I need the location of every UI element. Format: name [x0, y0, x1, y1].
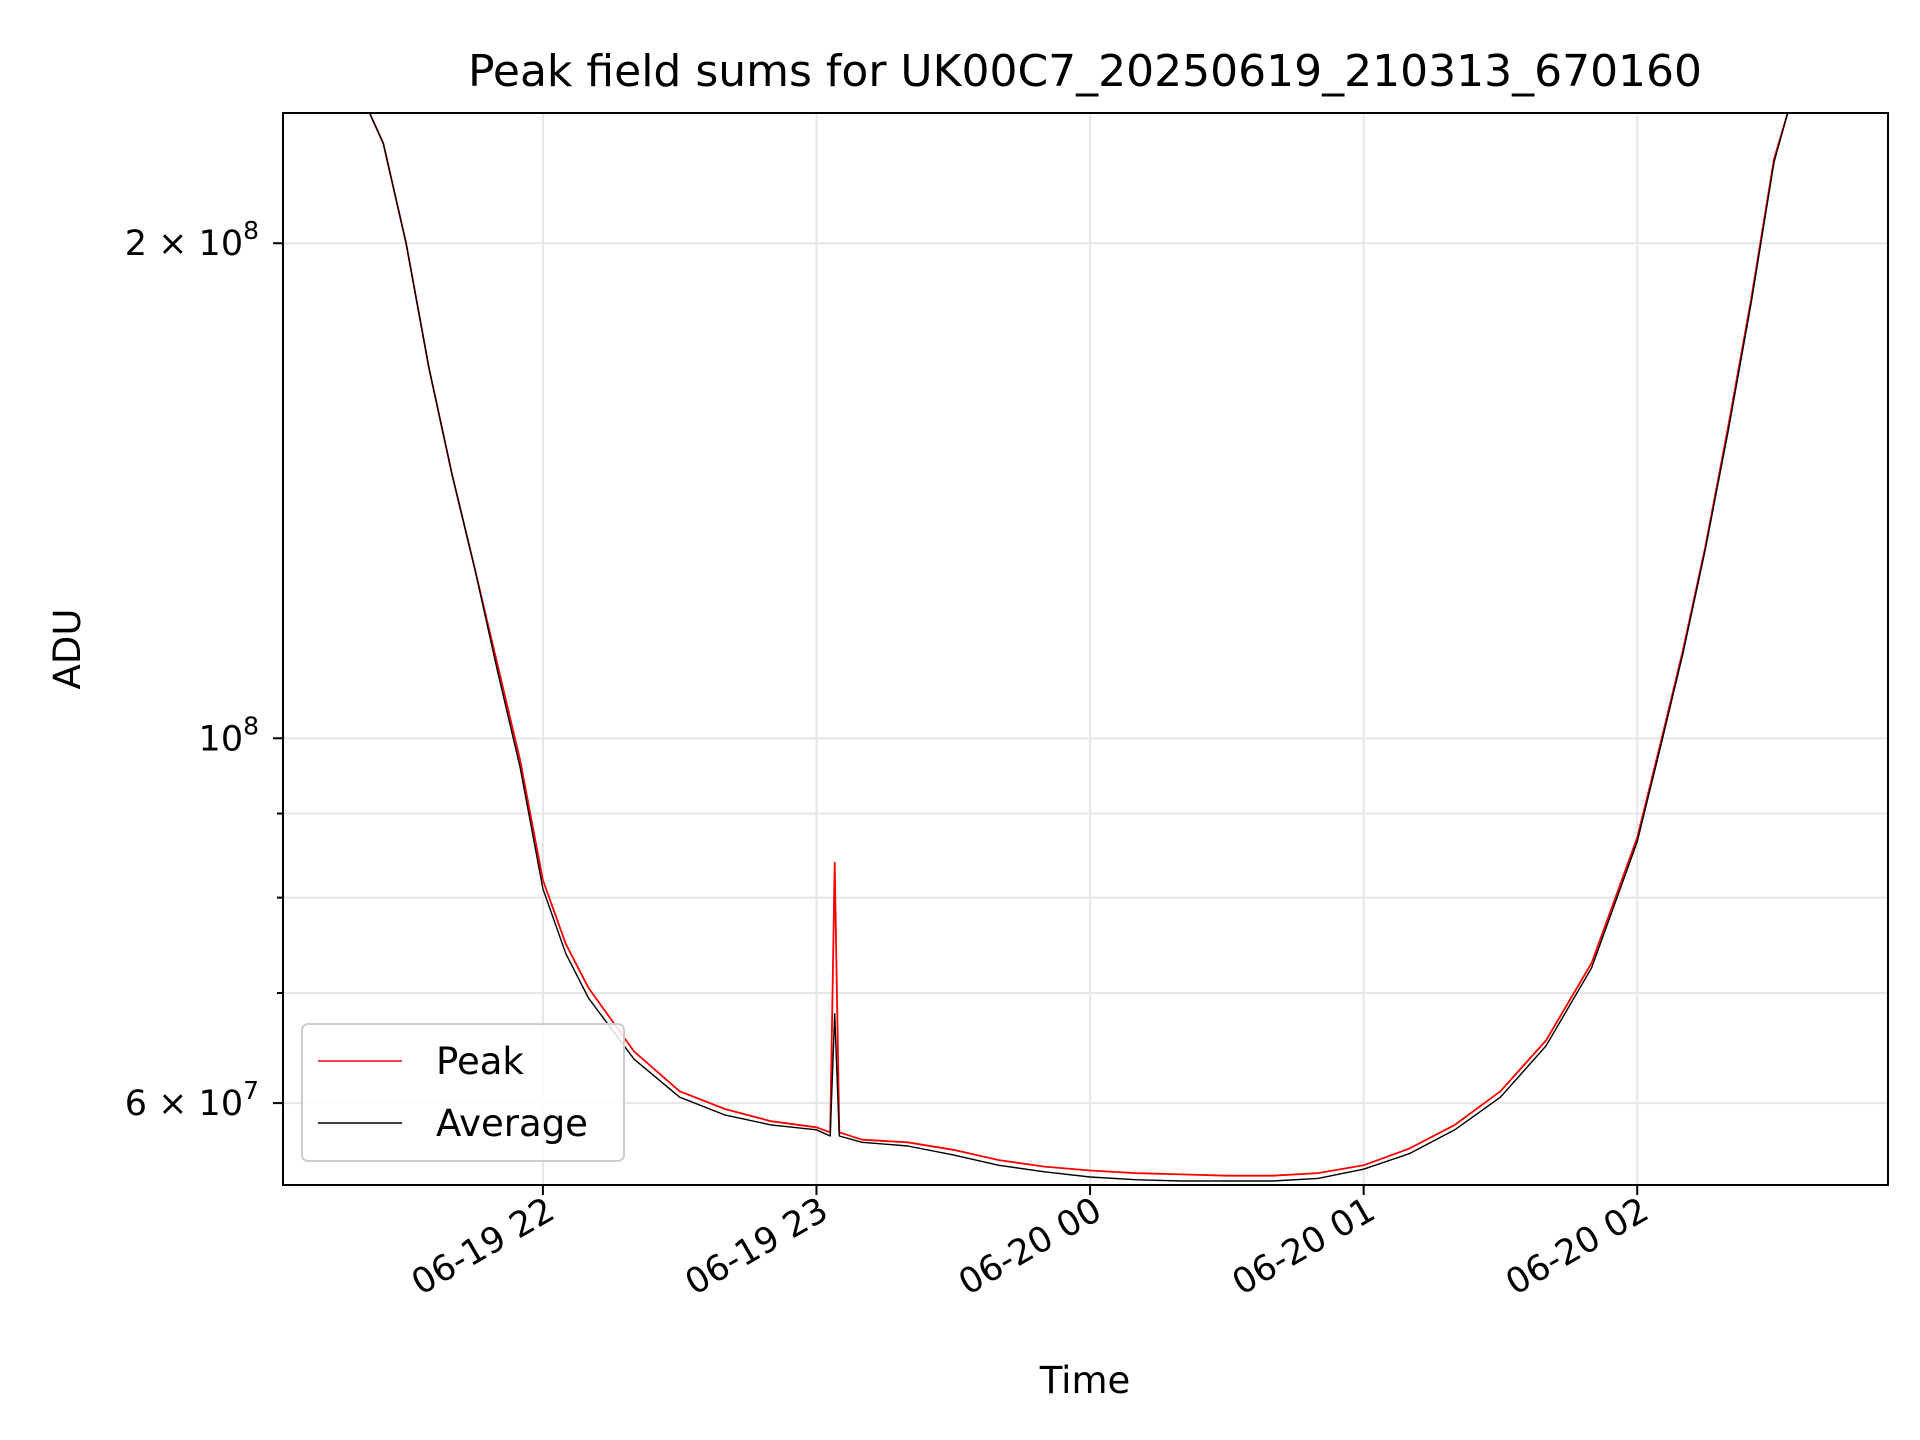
- y-tick-exponent: 7: [243, 1076, 259, 1105]
- y-tick-label: 6 × 107: [125, 1076, 259, 1124]
- plot-frame: [282, 112, 1889, 1186]
- legend: Peak Average: [301, 1023, 625, 1162]
- y-tick-label: 108: [199, 711, 259, 759]
- y-tick-label: 2 × 108: [125, 216, 259, 264]
- y-tick-base: 6 × 10: [125, 1084, 243, 1124]
- series-line-peak: [368, 112, 1789, 1177]
- plot-lines: [368, 112, 1789, 1182]
- y-tick-exponent: 8: [243, 711, 259, 740]
- legend-box: [301, 1023, 625, 1162]
- series-line-average: [368, 112, 1789, 1182]
- legend-label-average: Average: [436, 1102, 588, 1145]
- y-axis-label: ADU: [46, 609, 89, 690]
- x-axis-label: Time: [1039, 1359, 1131, 1402]
- y-tick-base: 2 × 10: [125, 224, 243, 264]
- y-tick-exponent: 8: [243, 216, 259, 245]
- chart-title: Peak field sums for UK00C7_20250619_2103…: [468, 46, 1702, 97]
- legend-label-peak: Peak: [436, 1040, 524, 1083]
- y-tick-base: 10: [199, 719, 244, 759]
